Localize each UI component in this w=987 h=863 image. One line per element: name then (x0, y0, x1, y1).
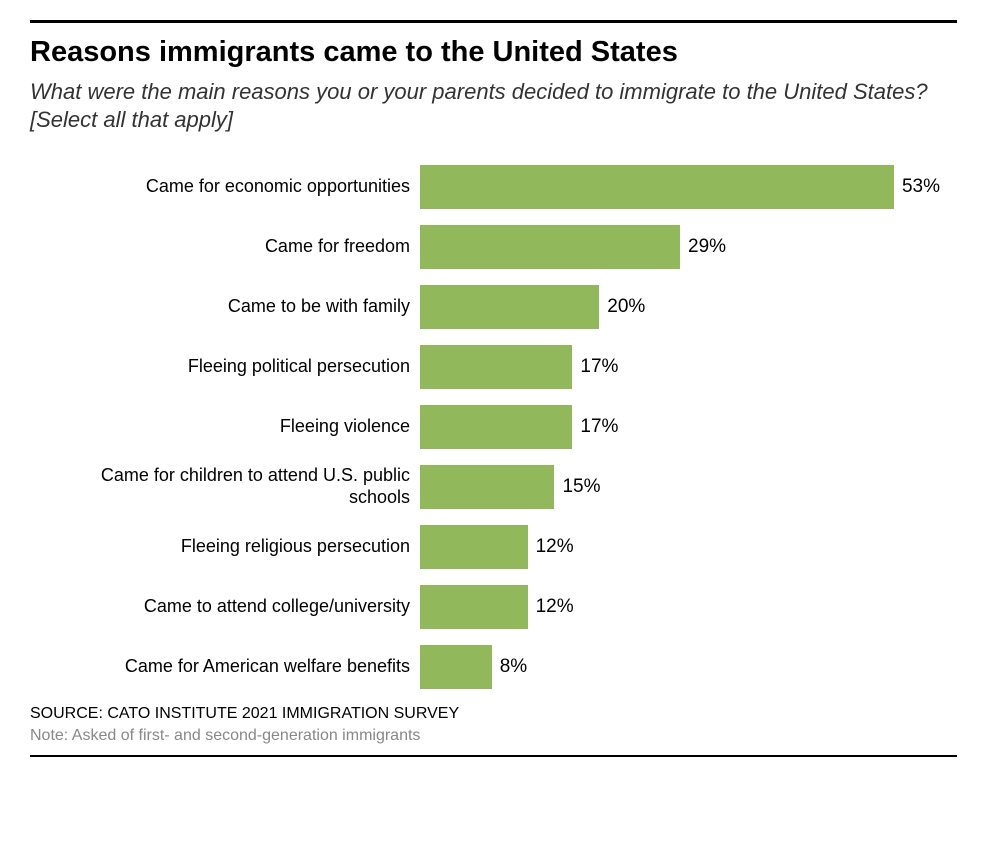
bar-track: 20% (420, 285, 940, 329)
bar-track: 12% (420, 585, 940, 629)
bar-fill (420, 285, 599, 329)
bar-row: Fleeing religious persecution 12% (40, 525, 947, 569)
bar-track: 15% (420, 465, 940, 509)
bar-label: Fleeing religious persecution (40, 536, 420, 558)
bar-fill (420, 645, 492, 689)
bar-label: Came for freedom (40, 236, 420, 258)
chart-footer: SOURCE: CATO INSTITUTE 2021 IMMIGRATION … (30, 705, 957, 755)
bar-row: Came to be with family 20% (40, 285, 947, 329)
bar-fill (420, 465, 554, 509)
bar-value: 12% (536, 536, 574, 558)
bar-value: 29% (688, 236, 726, 258)
bar-row: Fleeing political persecution 17% (40, 345, 947, 389)
chart-container: Reasons immigrants came to the United St… (30, 20, 957, 757)
bar-fill (420, 345, 572, 389)
bar-value: 15% (562, 476, 600, 498)
bar-track: 8% (420, 645, 940, 689)
bar-track: 53% (420, 165, 940, 209)
bar-row: Came for economic opportunities 53% (40, 165, 947, 209)
bar-track: 29% (420, 225, 940, 269)
bar-value: 53% (902, 176, 940, 198)
bar-fill (420, 165, 894, 209)
chart-note: Note: Asked of first- and second-generat… (30, 727, 957, 745)
bar-track: 17% (420, 405, 940, 449)
bar-label: Came for American welfare benefits (40, 656, 420, 678)
bar-fill (420, 585, 528, 629)
bar-fill (420, 405, 572, 449)
bar-value: 12% (536, 596, 574, 618)
bar-label: Fleeing political persecution (40, 356, 420, 378)
bar-value: 20% (607, 296, 645, 318)
bar-label: Came for economic opportunities (40, 176, 420, 198)
chart-source: SOURCE: CATO INSTITUTE 2021 IMMIGRATION … (30, 705, 957, 723)
bar-value: 8% (500, 656, 527, 678)
bar-fill (420, 225, 680, 269)
bar-row: Came for children to attend U.S. public … (40, 465, 947, 509)
chart-title: Reasons immigrants came to the United St… (30, 35, 957, 70)
bars-area: Came for economic opportunities53%Came f… (30, 165, 957, 689)
bar-track: 17% (420, 345, 940, 389)
bar-row: Fleeing violence 17% (40, 405, 947, 449)
bar-value: 17% (580, 356, 618, 378)
bar-row: Came for freedom 29% (40, 225, 947, 269)
bar-track: 12% (420, 525, 940, 569)
bar-label: Came to be with family (40, 296, 420, 318)
bar-row: Came for American welfare benefits 8% (40, 645, 947, 689)
chart-subtitle: What were the main reasons you or your p… (30, 78, 957, 135)
bar-label: Fleeing violence (40, 416, 420, 438)
bar-label: Came to attend college/university (40, 596, 420, 618)
bar-value: 17% (580, 416, 618, 438)
bar-fill (420, 525, 528, 569)
bar-row: Came to attend college/university 12% (40, 585, 947, 629)
bar-label: Came for children to attend U.S. public … (40, 465, 420, 508)
